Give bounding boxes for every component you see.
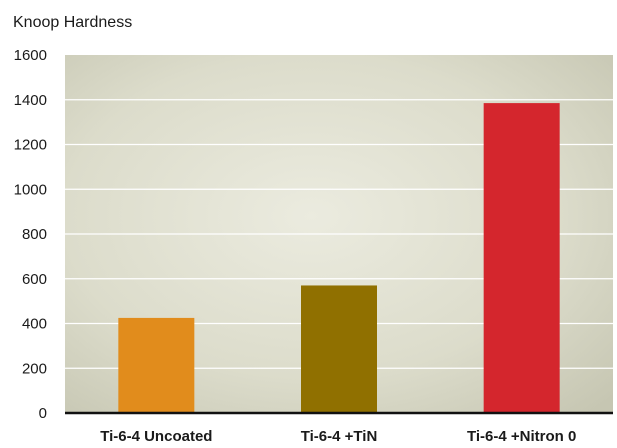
y-tick-label: 1400 bbox=[14, 92, 47, 109]
bar-3 bbox=[483, 103, 560, 413]
y-tick-labels: 0 200 400 600 800 1000 1200 1400 1600 bbox=[14, 47, 47, 422]
y-tick-label: 600 bbox=[22, 271, 47, 288]
y-tick-label: 0 bbox=[39, 405, 47, 422]
bars bbox=[118, 103, 560, 413]
y-tick-label: 400 bbox=[22, 316, 47, 333]
x-tick-label: Ti-6-4 +Nitron 0 bbox=[467, 428, 576, 445]
y-axis-label: Knoop Hardness bbox=[13, 14, 132, 31]
y-tick-label: 1600 bbox=[14, 47, 47, 64]
x-tick-labels: Ti-6-4 Uncoated Ti-6-4 +TiN Ti-6-4 +Nitron… bbox=[100, 428, 576, 445]
x-tick-label: Ti-6-4 +TiN bbox=[301, 428, 378, 445]
y-tick-label: 1000 bbox=[14, 181, 47, 198]
bar-1 bbox=[118, 317, 195, 413]
bar-2 bbox=[301, 285, 377, 413]
y-tick-label: 800 bbox=[22, 226, 47, 243]
y-tick-label: 1200 bbox=[14, 137, 47, 154]
y-tick-label: 200 bbox=[22, 360, 47, 377]
x-tick-label: Ti-6-4 Uncoated bbox=[100, 428, 212, 445]
